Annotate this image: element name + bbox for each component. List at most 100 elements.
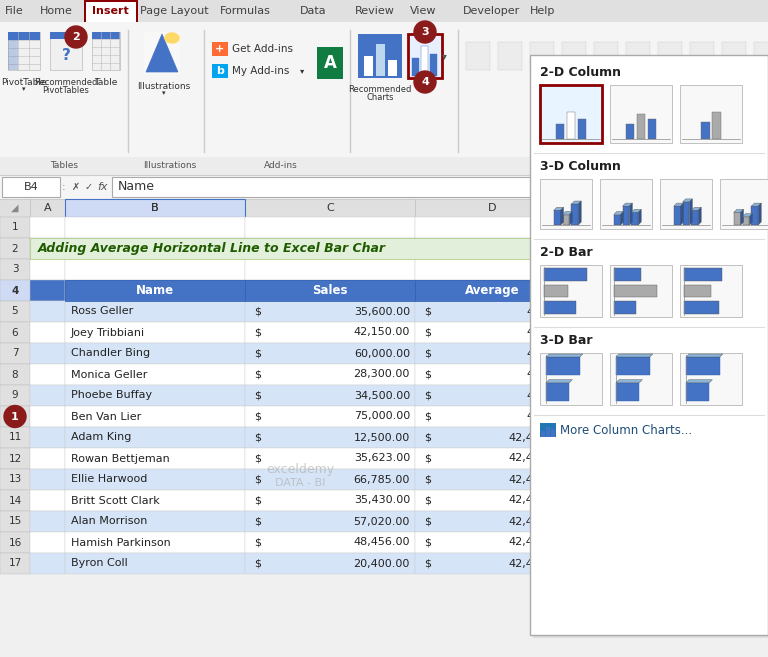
Bar xyxy=(554,210,561,225)
Bar xyxy=(65,280,245,301)
Text: $: $ xyxy=(425,474,435,484)
Text: Help: Help xyxy=(530,6,555,16)
Text: ▾: ▾ xyxy=(300,66,304,76)
Text: 2: 2 xyxy=(72,32,80,42)
Bar xyxy=(691,210,698,225)
Bar xyxy=(364,56,373,76)
Bar xyxy=(245,301,415,322)
Text: 42,443: 42,443 xyxy=(526,390,565,401)
Text: ◢: ◢ xyxy=(12,203,18,213)
Text: Phoebe Buffay: Phoebe Buffay xyxy=(71,390,152,401)
Text: A: A xyxy=(323,54,336,72)
Text: Hamish Parkinson: Hamish Parkinson xyxy=(71,537,170,547)
Bar xyxy=(84,0,136,2)
Bar xyxy=(0,511,30,532)
Bar xyxy=(245,217,415,238)
Bar xyxy=(0,157,768,175)
Bar xyxy=(65,385,245,406)
Text: Name: Name xyxy=(118,181,155,194)
Bar xyxy=(50,32,82,70)
Bar xyxy=(415,364,570,385)
Bar xyxy=(212,64,228,78)
Bar xyxy=(8,32,18,70)
Bar xyxy=(0,301,30,322)
Bar xyxy=(625,124,634,139)
Bar xyxy=(65,553,245,574)
Bar xyxy=(415,532,570,553)
Text: D: D xyxy=(488,203,497,213)
Polygon shape xyxy=(683,199,693,202)
Bar xyxy=(544,301,577,314)
Bar xyxy=(541,431,545,437)
Bar xyxy=(65,406,245,427)
Bar xyxy=(0,238,30,259)
Text: Recommended: Recommended xyxy=(349,85,412,94)
Text: ?: ? xyxy=(61,47,71,62)
Text: 6: 6 xyxy=(12,327,18,338)
Bar xyxy=(743,217,750,225)
Bar xyxy=(555,124,564,139)
Text: Recommended: Recommended xyxy=(35,78,98,87)
Bar xyxy=(415,385,570,406)
Bar xyxy=(84,0,136,22)
Bar xyxy=(212,42,228,56)
Bar xyxy=(415,301,570,322)
Text: 1: 1 xyxy=(12,223,18,233)
Bar xyxy=(562,42,586,70)
Text: 14: 14 xyxy=(8,495,22,505)
Text: 42,443: 42,443 xyxy=(526,348,565,359)
Bar xyxy=(751,206,758,225)
Text: Ross Geller: Ross Geller xyxy=(71,307,134,317)
Text: 15: 15 xyxy=(8,516,22,526)
Text: $: $ xyxy=(255,390,266,401)
Text: 42,150.00: 42,150.00 xyxy=(353,327,410,338)
Bar xyxy=(65,301,245,322)
Bar xyxy=(415,511,570,532)
Bar xyxy=(8,32,40,70)
Bar xyxy=(30,469,65,490)
Circle shape xyxy=(65,26,87,48)
Bar xyxy=(0,0,768,22)
Text: 35,600.00: 35,600.00 xyxy=(354,307,410,317)
Text: 42,443.38: 42,443.38 xyxy=(508,537,565,547)
Polygon shape xyxy=(743,214,753,217)
Bar xyxy=(65,217,245,238)
Text: $: $ xyxy=(255,411,266,422)
Bar xyxy=(614,284,657,298)
Text: Illustrations: Illustrations xyxy=(144,162,197,171)
Text: Formulas: Formulas xyxy=(220,6,271,16)
Bar xyxy=(65,280,245,301)
Text: Name: Name xyxy=(136,284,174,297)
Bar xyxy=(245,427,415,448)
Bar xyxy=(245,448,415,469)
Text: $: $ xyxy=(425,411,435,422)
Text: 2: 2 xyxy=(12,244,18,254)
Bar xyxy=(544,268,588,281)
Bar xyxy=(0,259,30,280)
Bar xyxy=(0,322,30,343)
Text: B: B xyxy=(151,203,159,213)
Bar xyxy=(0,385,30,406)
Bar xyxy=(720,179,768,229)
Polygon shape xyxy=(690,199,693,225)
Bar xyxy=(415,322,570,343)
Text: Tables: Tables xyxy=(50,162,78,171)
Text: Alan Morrison: Alan Morrison xyxy=(71,516,147,526)
Bar xyxy=(65,490,245,511)
Polygon shape xyxy=(680,203,684,225)
Bar xyxy=(50,32,82,39)
Bar xyxy=(65,511,245,532)
Bar xyxy=(540,179,592,229)
Bar xyxy=(415,469,570,490)
Bar xyxy=(30,364,65,385)
Text: Adam King: Adam King xyxy=(71,432,131,443)
Circle shape xyxy=(4,405,26,428)
Bar xyxy=(30,448,65,469)
Bar xyxy=(0,280,30,301)
Bar xyxy=(660,179,712,229)
Text: $: $ xyxy=(255,369,266,380)
Bar xyxy=(540,353,602,405)
Text: ▾: ▾ xyxy=(442,51,447,61)
Bar xyxy=(415,259,570,280)
Text: Developer: Developer xyxy=(463,6,520,16)
